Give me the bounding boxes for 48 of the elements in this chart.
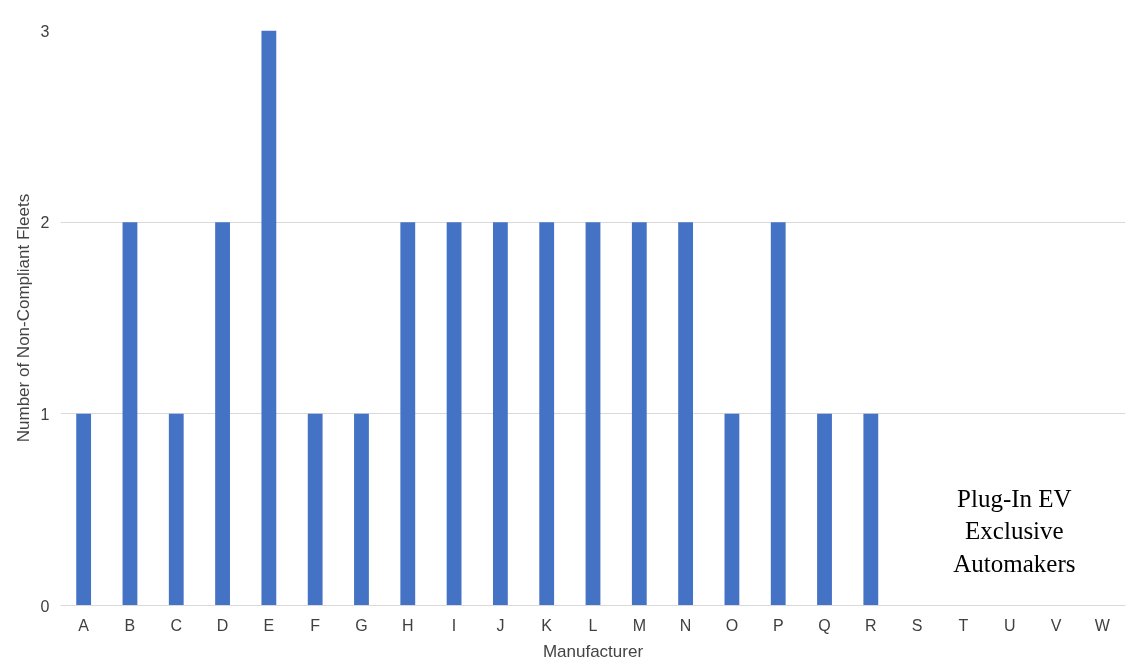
bar <box>261 30 277 606</box>
x-tick-label: J <box>496 616 505 634</box>
annotation: Plug-In EV Exclusive Automakers <box>953 484 1076 577</box>
bar <box>446 222 462 606</box>
x-tick-label: H <box>402 616 414 634</box>
bar <box>215 222 230 606</box>
x-tick-label: E <box>263 616 275 634</box>
bar <box>863 413 879 606</box>
y-tick-label: 2 <box>40 214 50 232</box>
bar <box>724 413 740 606</box>
x-tick-label: P <box>772 616 784 634</box>
x-tick-label: M <box>632 616 646 634</box>
bar <box>678 222 694 606</box>
bar <box>585 222 601 606</box>
x-tick-label: U <box>1003 616 1016 634</box>
x-tick-label: D <box>216 616 229 634</box>
x-tick-label: A <box>78 616 90 634</box>
x-tick-label: G <box>355 616 368 634</box>
bar <box>122 222 138 606</box>
y-tick-label: 3 <box>40 22 50 40</box>
y-axis-title: Number of Non-Compliant Fleets <box>13 193 33 443</box>
bar <box>539 222 555 606</box>
x-tick-label: I <box>451 616 457 634</box>
x-tick-label: S <box>911 616 923 634</box>
x-tick-label: Q <box>818 616 831 634</box>
x-tick-label: L <box>588 616 598 634</box>
bar <box>307 413 323 606</box>
bar <box>400 222 416 606</box>
x-tick-label: R <box>865 616 877 634</box>
x-tick-label: F <box>310 616 321 634</box>
x-tick-label: C <box>170 616 183 634</box>
x-tick-label: T <box>958 616 969 634</box>
bar <box>76 413 92 606</box>
x-tick-label: O <box>725 616 739 634</box>
x-tick-label: N <box>679 616 692 634</box>
bar <box>770 222 786 606</box>
x-tick-label: V <box>1050 616 1062 634</box>
x-axis-title: Manufacturer <box>542 641 644 661</box>
y-tick-label: 0 <box>40 597 50 615</box>
bar <box>168 413 184 606</box>
y-tick-label: 1 <box>40 405 50 423</box>
bar <box>354 413 369 606</box>
x-tick-label: W <box>1094 616 1111 634</box>
bar <box>631 222 647 606</box>
bar <box>817 413 832 606</box>
bar <box>492 222 508 606</box>
x-tick-label: B <box>124 616 136 634</box>
x-tick-label: K <box>541 616 553 634</box>
